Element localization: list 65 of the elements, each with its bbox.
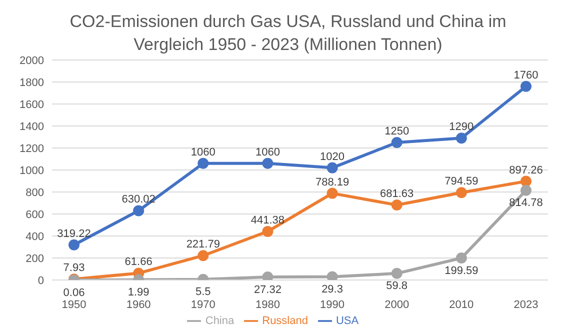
chart-title: CO2-Emissionen durch Gas USA, Russland und China im Vergleich 1950 - 2023 (Millionen Tonnen)	[68, 11, 508, 56]
data-label: 1020	[320, 150, 345, 163]
data-label: 1060	[190, 146, 216, 158]
y-tick-label: 200	[26, 252, 44, 265]
point	[262, 226, 274, 237]
point	[262, 158, 274, 169]
y-tick-label: 600	[26, 208, 44, 221]
point	[198, 250, 209, 262]
x-tick-label: 2010	[449, 298, 474, 311]
point	[326, 188, 338, 199]
data-label: 681.63	[380, 188, 414, 200]
y-tick-label: 800	[26, 186, 44, 199]
y-tick-label: 1400	[20, 120, 44, 133]
point	[326, 271, 338, 280]
point	[520, 176, 532, 187]
x-tick-label: 1950	[62, 298, 86, 311]
data-label: 0.06	[63, 286, 85, 299]
data-label: 5.5	[195, 286, 211, 298]
data-label: 7.93	[63, 262, 85, 274]
y-tick-label: 400	[26, 230, 44, 243]
data-label: 1290	[449, 121, 474, 134]
data-label: 29.3	[322, 284, 343, 296]
point	[68, 239, 80, 250]
point	[391, 200, 402, 211]
x-tick-label: 1960	[126, 298, 151, 311]
data-label: 1.99	[128, 286, 150, 299]
x-tick-label: 1970	[190, 298, 216, 311]
point	[262, 271, 274, 280]
data-label: 27.32	[254, 284, 282, 296]
data-label: 59.8	[386, 280, 408, 292]
legend-label: China	[205, 314, 234, 327]
legend-label: USA	[336, 314, 359, 327]
y-tick-label: 0	[38, 274, 44, 287]
y-tick-label: 1000	[20, 164, 44, 177]
x-tick-label: 1980	[255, 298, 280, 311]
data-label: 794.59	[444, 176, 478, 188]
point	[326, 162, 338, 174]
point	[520, 80, 532, 92]
point	[198, 158, 209, 169]
x-tick-label: 1990	[320, 298, 345, 311]
point	[391, 268, 402, 279]
data-label: 1250	[384, 126, 410, 138]
legend-label: Russland	[262, 314, 308, 327]
y-tick-label: 1800	[20, 76, 44, 89]
y-tick-label: 2000	[20, 54, 44, 67]
point	[456, 132, 467, 144]
data-label: 199.59	[444, 264, 478, 277]
data-label: 897.26	[509, 164, 543, 176]
x-tick-label: 2000	[384, 298, 410, 311]
y-tick-label: 1600	[20, 98, 44, 111]
data-label: 814.78	[509, 197, 543, 210]
data-label: 221.79	[186, 238, 220, 251]
data-label: 788.19	[315, 176, 350, 188]
point	[133, 205, 144, 216]
point	[456, 187, 467, 198]
data-label: 441.38	[250, 214, 285, 226]
data-label: 1760	[514, 69, 538, 82]
point	[391, 137, 402, 148]
data-label: 1060	[255, 146, 280, 158]
point	[456, 252, 467, 264]
x-tick-label: 2023	[514, 298, 538, 311]
data-label: 61.66	[124, 256, 152, 268]
data-label: 319.22	[57, 228, 91, 240]
y-tick-label: 1200	[20, 142, 44, 155]
point	[520, 184, 532, 196]
